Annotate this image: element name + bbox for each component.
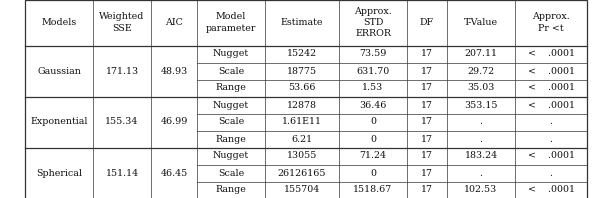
Text: Scale: Scale (218, 168, 244, 177)
Text: 207.11: 207.11 (465, 50, 498, 58)
Text: .: . (479, 117, 482, 127)
Text: 17: 17 (421, 168, 433, 177)
Text: 26126165: 26126165 (278, 168, 326, 177)
Text: Gaussian: Gaussian (37, 67, 81, 75)
Text: 17: 17 (421, 186, 433, 194)
Text: <    .0001: < .0001 (528, 50, 575, 58)
Text: 29.72: 29.72 (468, 67, 494, 75)
Text: 353.15: 353.15 (465, 101, 498, 109)
Text: Models: Models (42, 18, 76, 27)
Text: Exponential: Exponential (30, 117, 88, 127)
Text: Range: Range (215, 186, 247, 194)
Text: 48.93: 48.93 (160, 67, 188, 75)
Text: .: . (479, 168, 482, 177)
Text: 13055: 13055 (287, 151, 317, 161)
Text: 1.61E11: 1.61E11 (282, 117, 322, 127)
Text: 183.24: 183.24 (465, 151, 498, 161)
Text: Scale: Scale (218, 67, 244, 75)
Text: 102.53: 102.53 (465, 186, 498, 194)
Text: 6.21: 6.21 (291, 134, 313, 144)
Text: 15242: 15242 (287, 50, 317, 58)
Text: 17: 17 (421, 84, 433, 92)
Text: 155704: 155704 (284, 186, 320, 194)
Text: 46.45: 46.45 (160, 168, 188, 177)
Text: AIC: AIC (165, 18, 183, 27)
Text: 17: 17 (421, 151, 433, 161)
Text: <    .0001: < .0001 (528, 151, 575, 161)
Text: .: . (550, 134, 553, 144)
Text: 12878: 12878 (287, 101, 317, 109)
Text: 631.70: 631.70 (356, 67, 390, 75)
Text: Spherical: Spherical (36, 168, 82, 177)
Text: 171.13: 171.13 (105, 67, 138, 75)
Text: Weighted
SSE: Weighted SSE (99, 12, 144, 32)
Text: Nugget: Nugget (213, 151, 249, 161)
Text: 1.53: 1.53 (362, 84, 384, 92)
Text: 53.66: 53.66 (288, 84, 316, 92)
Text: 17: 17 (421, 134, 433, 144)
Text: Range: Range (215, 134, 247, 144)
Text: 17: 17 (421, 67, 433, 75)
Text: 17: 17 (421, 50, 433, 58)
Text: 151.14: 151.14 (105, 168, 138, 177)
Text: Model
parameter: Model parameter (206, 12, 256, 32)
Text: Nugget: Nugget (213, 50, 249, 58)
Text: T-Value: T-Value (464, 18, 498, 27)
Text: 1518.67: 1518.67 (353, 186, 393, 194)
Text: Approx.
STD
ERROR: Approx. STD ERROR (354, 7, 392, 38)
Text: 0: 0 (370, 134, 376, 144)
Text: 73.59: 73.59 (359, 50, 387, 58)
Text: <    .0001: < .0001 (528, 67, 575, 75)
Text: 0: 0 (370, 117, 376, 127)
Text: 17: 17 (421, 101, 433, 109)
Text: 0: 0 (370, 168, 376, 177)
Text: 35.03: 35.03 (468, 84, 494, 92)
Text: 46.99: 46.99 (160, 117, 188, 127)
Text: <    .0001: < .0001 (528, 186, 575, 194)
Text: 18775: 18775 (287, 67, 317, 75)
Text: Range: Range (215, 84, 247, 92)
Text: Scale: Scale (218, 117, 244, 127)
Text: <    .0001: < .0001 (528, 101, 575, 109)
Text: Approx.
Pr <t: Approx. Pr <t (532, 12, 570, 32)
Text: DF: DF (420, 18, 434, 27)
Text: .: . (479, 134, 482, 144)
Text: 155.34: 155.34 (105, 117, 139, 127)
Text: <    .0001: < .0001 (528, 84, 575, 92)
Text: .: . (550, 117, 553, 127)
Text: 17: 17 (421, 117, 433, 127)
Text: .: . (550, 168, 553, 177)
Text: Estimate: Estimate (281, 18, 323, 27)
Text: 36.46: 36.46 (359, 101, 387, 109)
Text: Nugget: Nugget (213, 101, 249, 109)
Text: 71.24: 71.24 (359, 151, 387, 161)
